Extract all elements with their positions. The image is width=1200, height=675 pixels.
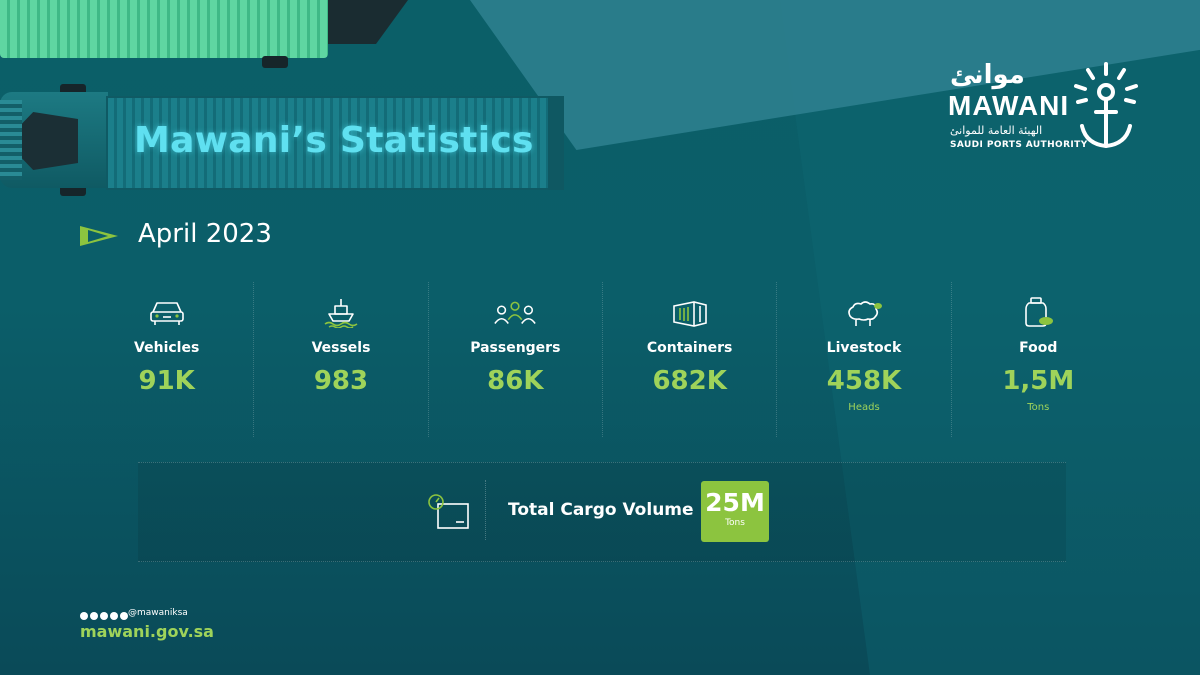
stat-label: Food: [1019, 340, 1058, 356]
stat-unit: Heads: [848, 402, 880, 413]
cargo-value-badge: 25M Tons: [701, 481, 769, 542]
instagram-icon[interactable]: [90, 612, 98, 620]
stat-label: Containers: [646, 340, 733, 356]
period-label: April 2023: [138, 219, 272, 249]
page-title: Mawani’s Statistics: [134, 120, 534, 161]
container-door: [548, 96, 564, 190]
stat-vehicles: Vehicles 91K: [80, 282, 253, 437]
stat-value: 86K: [487, 366, 544, 396]
stat-value: 682K: [652, 366, 727, 396]
cargo-label: Total Cargo Volume: [508, 500, 694, 520]
stat-livestock: Livestock 458K Heads: [776, 282, 950, 437]
ship-icon: [324, 299, 358, 328]
social-icons: [80, 612, 128, 620]
facebook-icon[interactable]: [100, 612, 108, 620]
stat-label: Passengers: [470, 340, 561, 356]
logo-english-subtitle: SAUDI PORTS AUTHORITY: [950, 140, 1088, 150]
container-icon: [672, 301, 707, 327]
youtube-icon[interactable]: [120, 612, 128, 620]
stat-value: 91K: [138, 366, 195, 396]
website-link[interactable]: mawani.gov.sa: [80, 622, 214, 641]
truck-wheel: [262, 56, 288, 68]
car-icon: [149, 302, 184, 325]
stats-row: Vehicles 91K Vessels 983: [80, 282, 1125, 437]
linkedin-icon[interactable]: [110, 612, 118, 620]
food-jar-icon: [1025, 297, 1054, 327]
cargo-unit: Tons: [725, 518, 745, 528]
stat-label: Livestock: [826, 340, 902, 356]
truck-grille: [0, 100, 22, 180]
total-cargo-strip: [138, 462, 1066, 562]
play-arrow-icon: [80, 226, 118, 246]
twitter-icon[interactable]: [80, 612, 88, 620]
stat-value: 1,5M: [1002, 366, 1075, 396]
stat-value: 983: [313, 366, 369, 396]
cargo-value: 25M: [705, 488, 765, 517]
stat-unit: Tons: [1027, 402, 1050, 413]
truck-windshield: [22, 112, 78, 170]
anchor-logo-icon: [1074, 62, 1138, 149]
logo-english-name: MAWANI: [948, 90, 1070, 121]
stat-label: Vehicles: [134, 340, 200, 356]
blue-shipping-container: [106, 96, 562, 190]
stat-containers: Containers 682K: [601, 282, 776, 437]
green-shipping-container: [0, 0, 328, 58]
sheep-icon: [848, 301, 882, 326]
stat-value: 458K: [826, 366, 902, 396]
logo-arabic-subtitle: الهيئة العامة للموانئ: [950, 124, 1043, 137]
stat-passengers: Passengers 86K: [427, 282, 602, 437]
logo-arabic-name: موانئ: [950, 60, 1025, 90]
truck-cab-dark: [328, 0, 408, 44]
social-handle[interactable]: @mawaniksa: [128, 608, 188, 618]
stat-label: Vessels: [311, 340, 371, 356]
stat-vessels: Vessels 983: [253, 282, 427, 437]
cargo-box-icon: [428, 494, 469, 529]
people-icon: [494, 301, 537, 324]
stat-food: Food 1,5M Tons: [950, 282, 1125, 437]
divider: [485, 480, 487, 540]
